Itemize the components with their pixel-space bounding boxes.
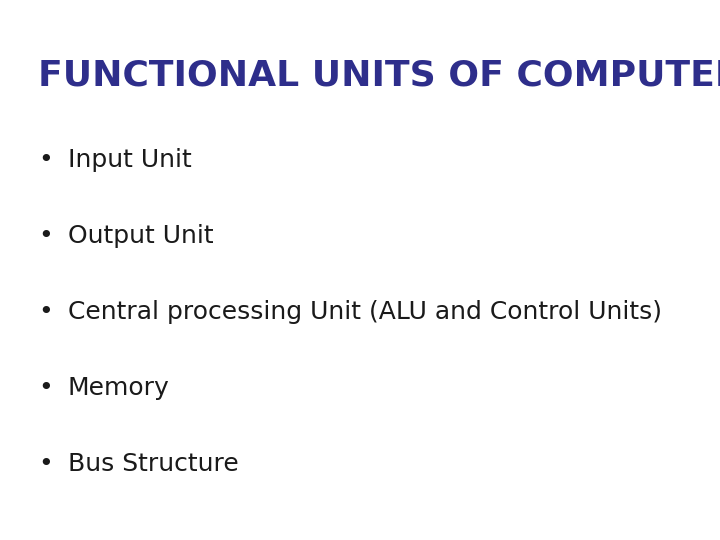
Text: •: • bbox=[38, 148, 53, 172]
Text: •: • bbox=[38, 224, 53, 248]
Text: Memory: Memory bbox=[68, 376, 170, 400]
Text: •: • bbox=[38, 452, 53, 476]
Text: Central processing Unit (ALU and Control Units): Central processing Unit (ALU and Control… bbox=[68, 300, 662, 324]
Text: •: • bbox=[38, 376, 53, 400]
Text: FUNCTIONAL UNITS OF COMPUTER: FUNCTIONAL UNITS OF COMPUTER bbox=[38, 58, 720, 92]
Text: Bus Structure: Bus Structure bbox=[68, 452, 239, 476]
Text: •: • bbox=[38, 300, 53, 324]
Text: Output Unit: Output Unit bbox=[68, 224, 214, 248]
Text: Input Unit: Input Unit bbox=[68, 148, 192, 172]
